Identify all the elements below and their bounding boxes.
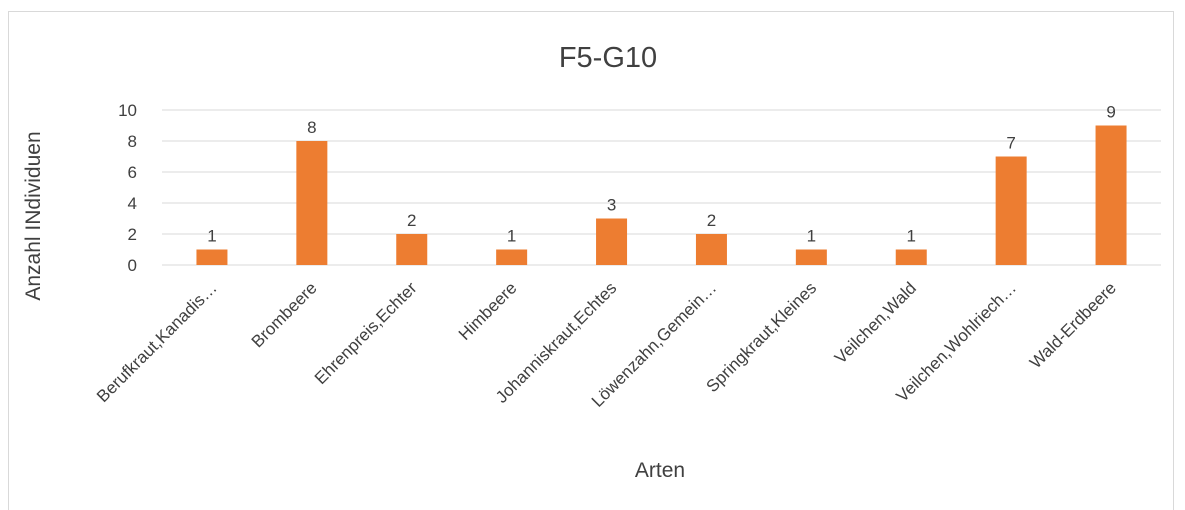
x-category-label: Veilchen,Wald [831, 278, 920, 367]
data-label: 1 [907, 227, 916, 246]
y-axis-ticks: 0 2 4 6 8 10 [118, 101, 137, 275]
data-label: 9 [1106, 103, 1115, 122]
x-category-label: Ehrenpreis,Echter [311, 278, 421, 388]
bar [196, 249, 228, 265]
bar [396, 234, 428, 265]
y-tick-label: 0 [128, 256, 137, 275]
y-tick-label: 4 [128, 194, 137, 213]
y-tick-label: 2 [128, 225, 137, 244]
data-label: 1 [207, 227, 216, 246]
bar [496, 249, 528, 265]
bar [695, 234, 727, 265]
y-tick-label: 8 [128, 132, 137, 151]
x-category-label: Brombeere [248, 278, 321, 351]
x-axis-categories: Berufkraut,Kanadis… BrombeereEhrenpreis,E… [93, 278, 1120, 411]
y-tick-label: 6 [128, 163, 137, 182]
data-label: 1 [507, 227, 516, 246]
bar [995, 156, 1027, 265]
gridlines [162, 109, 1161, 266]
y-axis-title: Anzahl INdividuen [22, 131, 45, 300]
data-label: 8 [307, 118, 316, 137]
chart-title: F5-G10 [559, 42, 657, 74]
data-labels: 1 8 2 1 3 2 1 1 7 9 [207, 103, 1116, 246]
x-category-label: Himbeere [455, 278, 521, 344]
data-label: 3 [607, 196, 616, 215]
bar [596, 218, 628, 265]
bar [795, 249, 827, 265]
data-label: 7 [1006, 134, 1015, 153]
bar [895, 249, 927, 265]
data-label: 2 [407, 211, 416, 230]
x-category-label: Springkraut,Kleines [703, 278, 821, 396]
x-axis-title: Arten [635, 459, 685, 482]
bar [1095, 125, 1127, 265]
x-category-label: Wald-Erdbeere [1026, 278, 1120, 372]
y-tick-label: 10 [118, 101, 137, 120]
bar [296, 141, 328, 265]
data-label: 1 [807, 227, 816, 246]
data-label: 2 [707, 211, 716, 230]
bars [196, 125, 1127, 265]
x-category-label: Berufkraut,Kanadis… [93, 278, 221, 406]
